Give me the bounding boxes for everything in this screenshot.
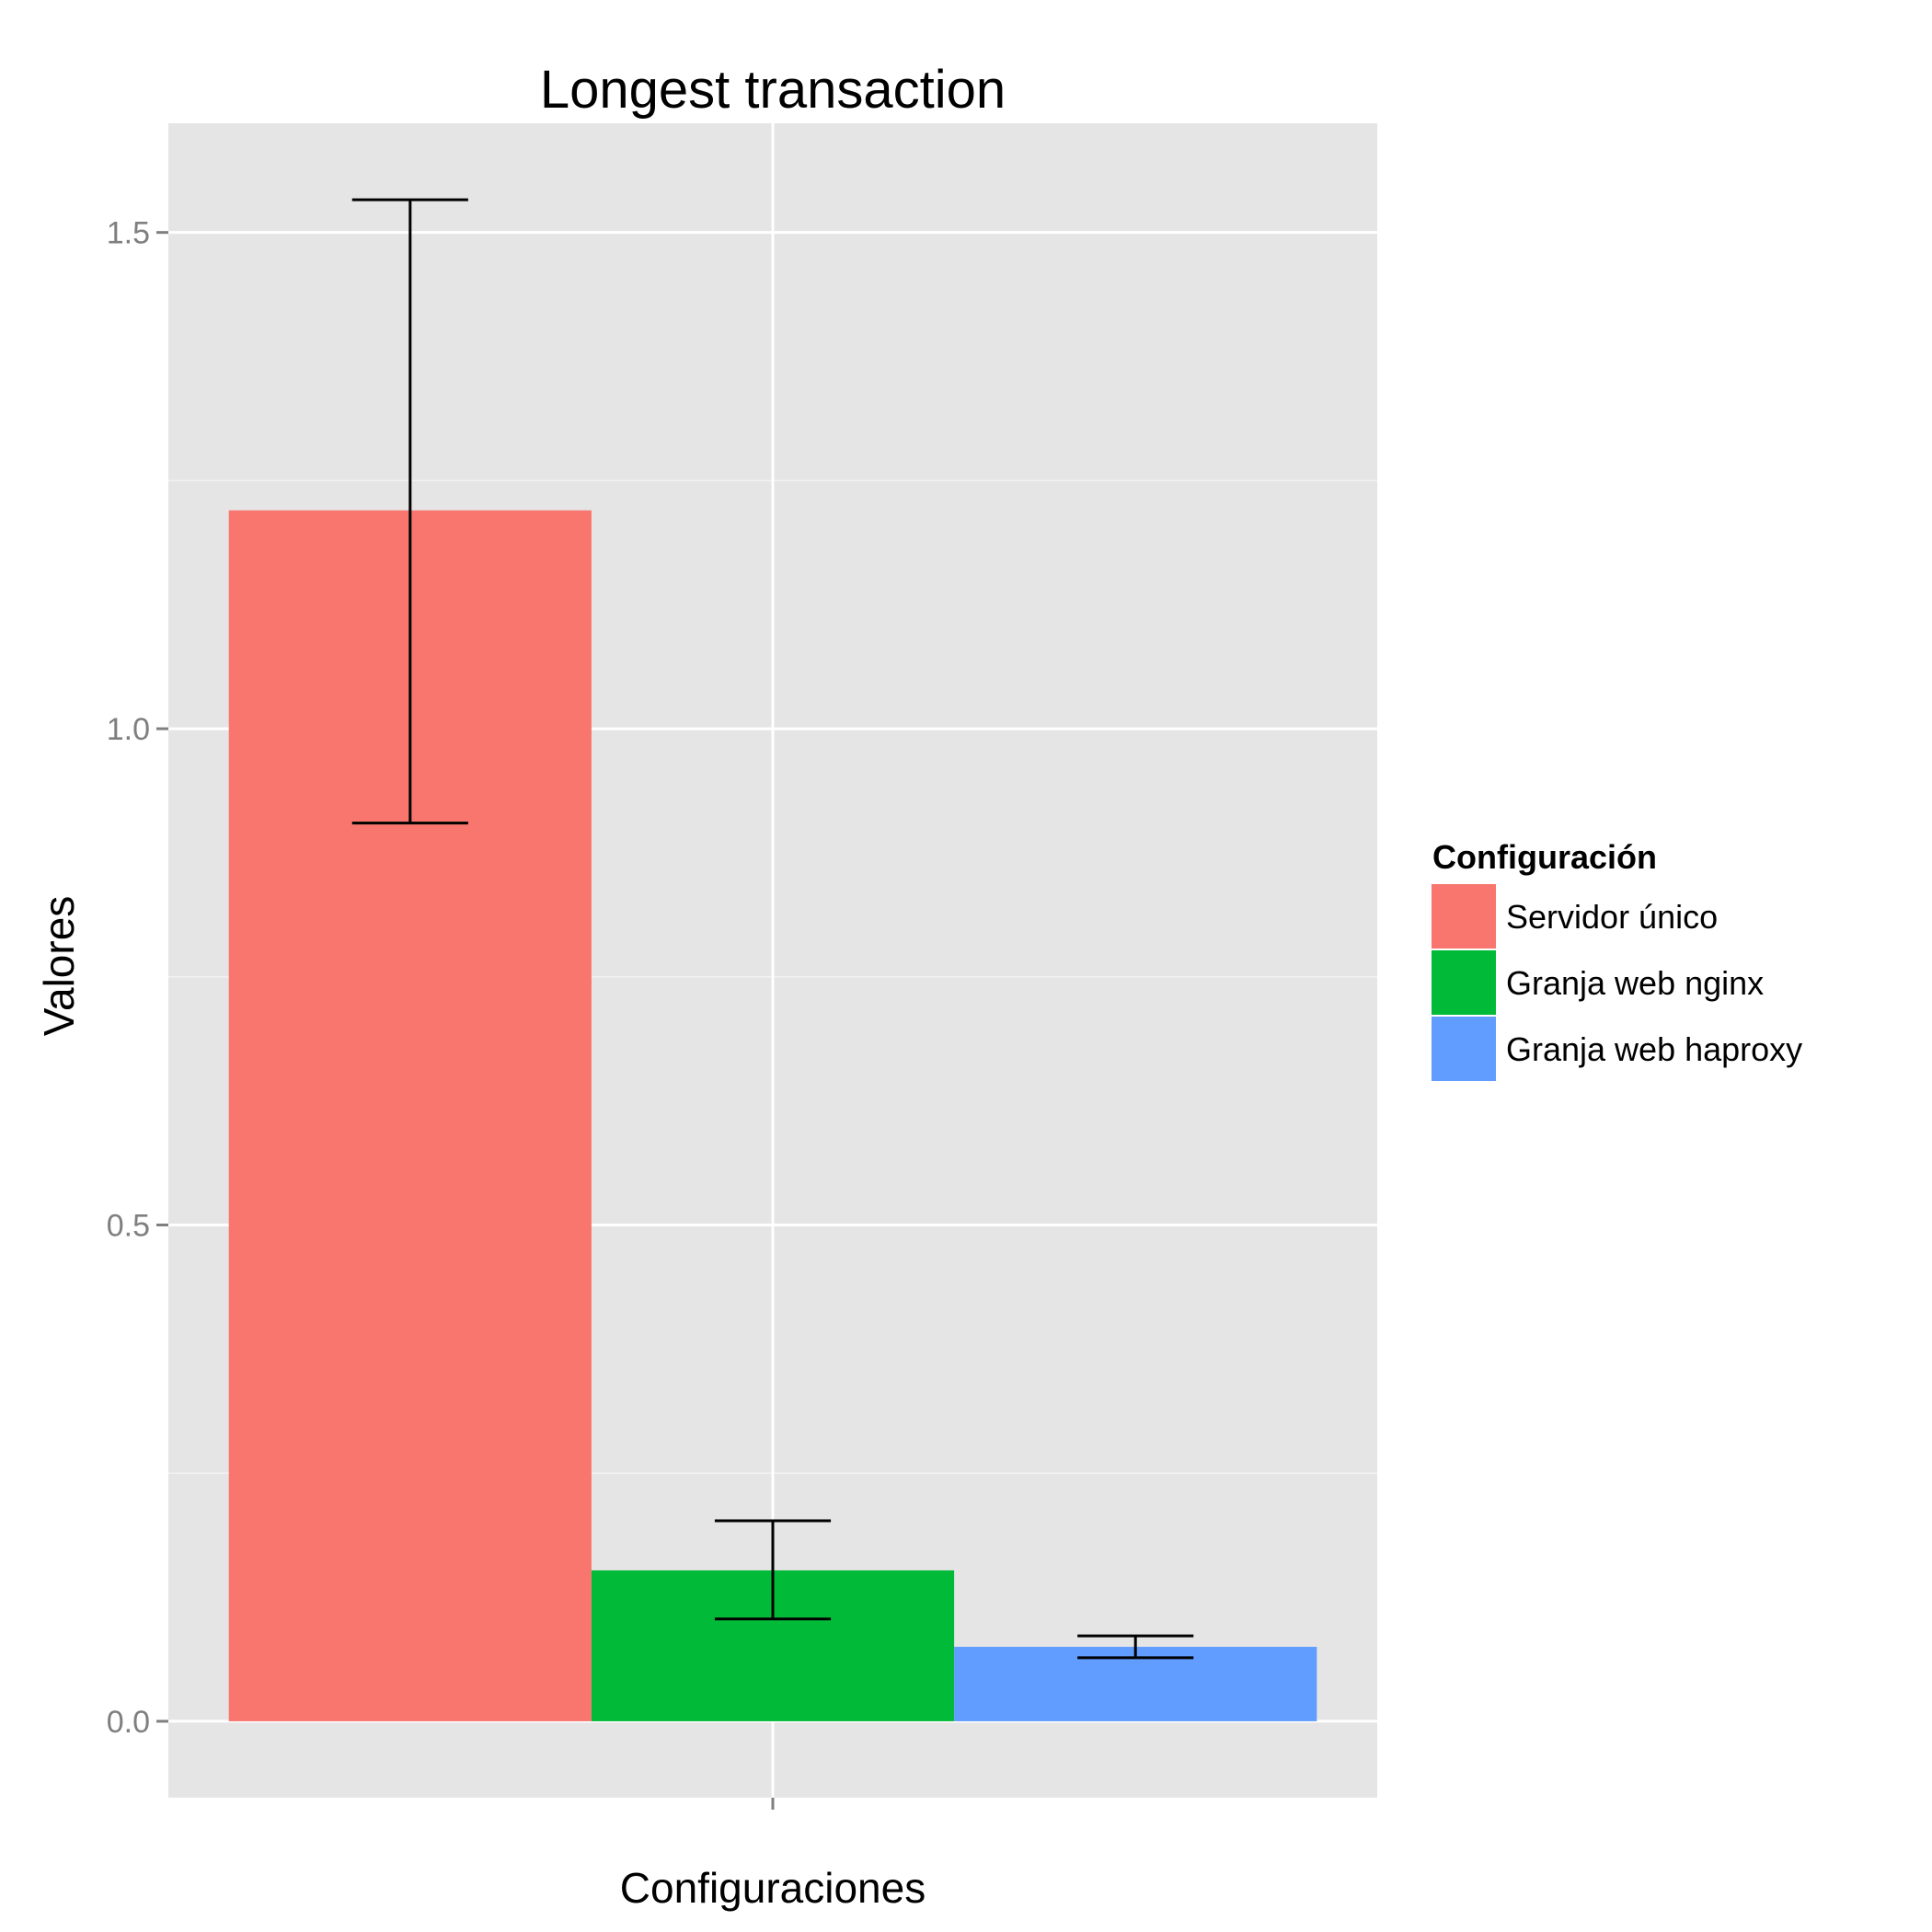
- legend-key-3: [1430, 1015, 1498, 1083]
- legend-label-1: Servidor único: [1506, 898, 1718, 936]
- x-axis-title: Configuraciones: [620, 1864, 926, 1912]
- y-tick-label: 0.5: [107, 1209, 150, 1244]
- legend-key-1: [1430, 882, 1498, 950]
- legend-title: Configuración: [1432, 838, 1657, 876]
- bar-3: [954, 1647, 1317, 1721]
- chart-title: Longest transaction: [540, 60, 1006, 120]
- legend: Configuración Servidor único Granja web n…: [1430, 838, 1802, 1083]
- y-axis-title: Valores: [35, 896, 83, 1037]
- legend-key-2: [1430, 949, 1498, 1017]
- y-tick-label: 0.0: [107, 1705, 150, 1740]
- legend-label-3: Granja web haproxy: [1506, 1030, 1802, 1068]
- y-tick-label: 1.0: [107, 712, 150, 747]
- legend-label-2: Granja web nginx: [1506, 964, 1764, 1002]
- y-axis: 0.0 0.5 1.0 1.5: [107, 216, 168, 1740]
- y-tick-label: 1.5: [107, 216, 150, 251]
- error-bars: [351, 198, 1194, 1660]
